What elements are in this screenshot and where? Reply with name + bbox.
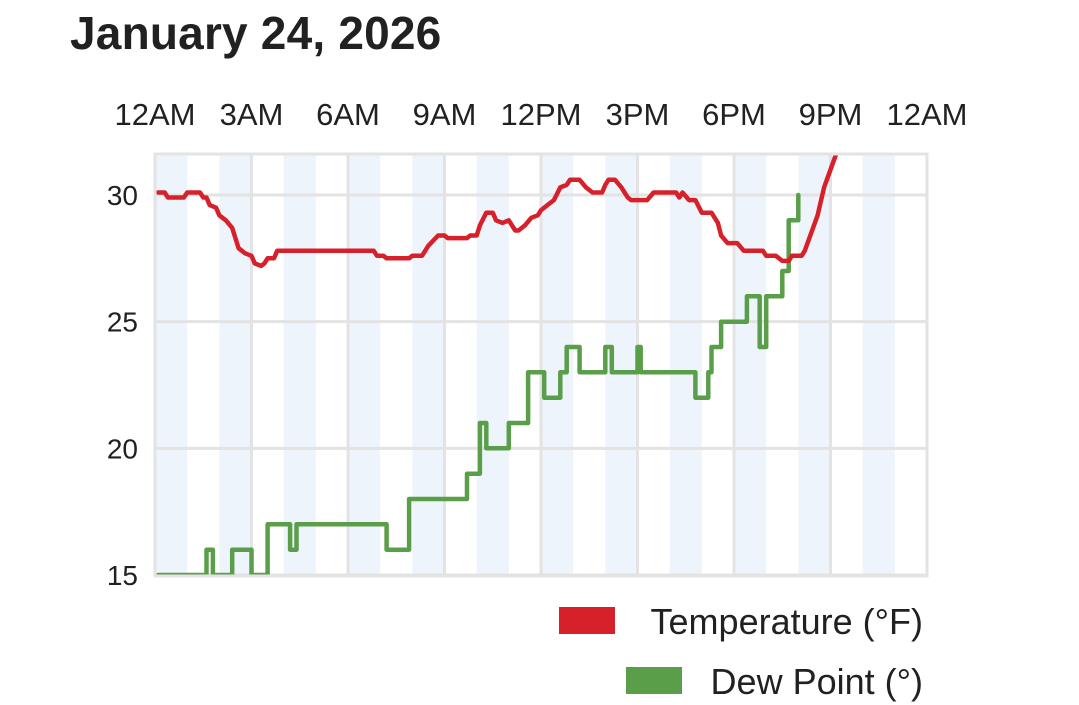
temperature-f-legend-swatch [559, 607, 615, 634]
dew-point-legend-swatch [626, 667, 682, 694]
alternating-hour-bands [155, 154, 895, 576]
hour-band [412, 154, 445, 576]
x-tick-label: 9PM [799, 97, 863, 132]
x-tick-label: 12AM [887, 97, 968, 132]
hour-band [219, 154, 252, 576]
hour-band [283, 154, 316, 576]
y-tick-label: 15 [107, 560, 138, 591]
y-axis-ticks: 15 20 25 30 [107, 180, 138, 591]
x-tick-label: 6PM [702, 97, 766, 132]
hour-band [348, 154, 381, 576]
series-lines [155, 154, 839, 576]
x-axis-ticks: 12AM 3AM 6AM 9AM 12PM 3PM 6PM 9PM 12AM [115, 97, 968, 132]
y-tick-label: 25 [107, 307, 138, 338]
hour-band [669, 154, 702, 576]
dew-point-legend-label: Dew Point (°) [711, 661, 923, 702]
x-tick-label: 12PM [501, 97, 582, 132]
hour-band [155, 154, 188, 576]
x-tick-label: 12AM [115, 97, 196, 132]
y-tick-label: 20 [107, 433, 138, 464]
plot-frame [153, 152, 929, 578]
x-tick-label: 3PM [606, 97, 670, 132]
page-title: January 24, 2026 [70, 7, 442, 59]
x-tick-label: 9AM [413, 97, 477, 132]
x-tick-label: 6AM [316, 97, 380, 132]
hour-band [798, 154, 831, 576]
temperature-f-line [155, 154, 839, 269]
temperature-f-legend-label: Temperature (°F) [651, 601, 923, 642]
dew-point-line [155, 192, 801, 576]
chart-legend: Temperature (°F) Dew Point (°) [559, 601, 923, 702]
y-tick-label: 30 [107, 180, 138, 211]
hour-band [734, 154, 767, 576]
x-tick-label: 3AM [220, 97, 284, 132]
hour-band [862, 154, 895, 576]
